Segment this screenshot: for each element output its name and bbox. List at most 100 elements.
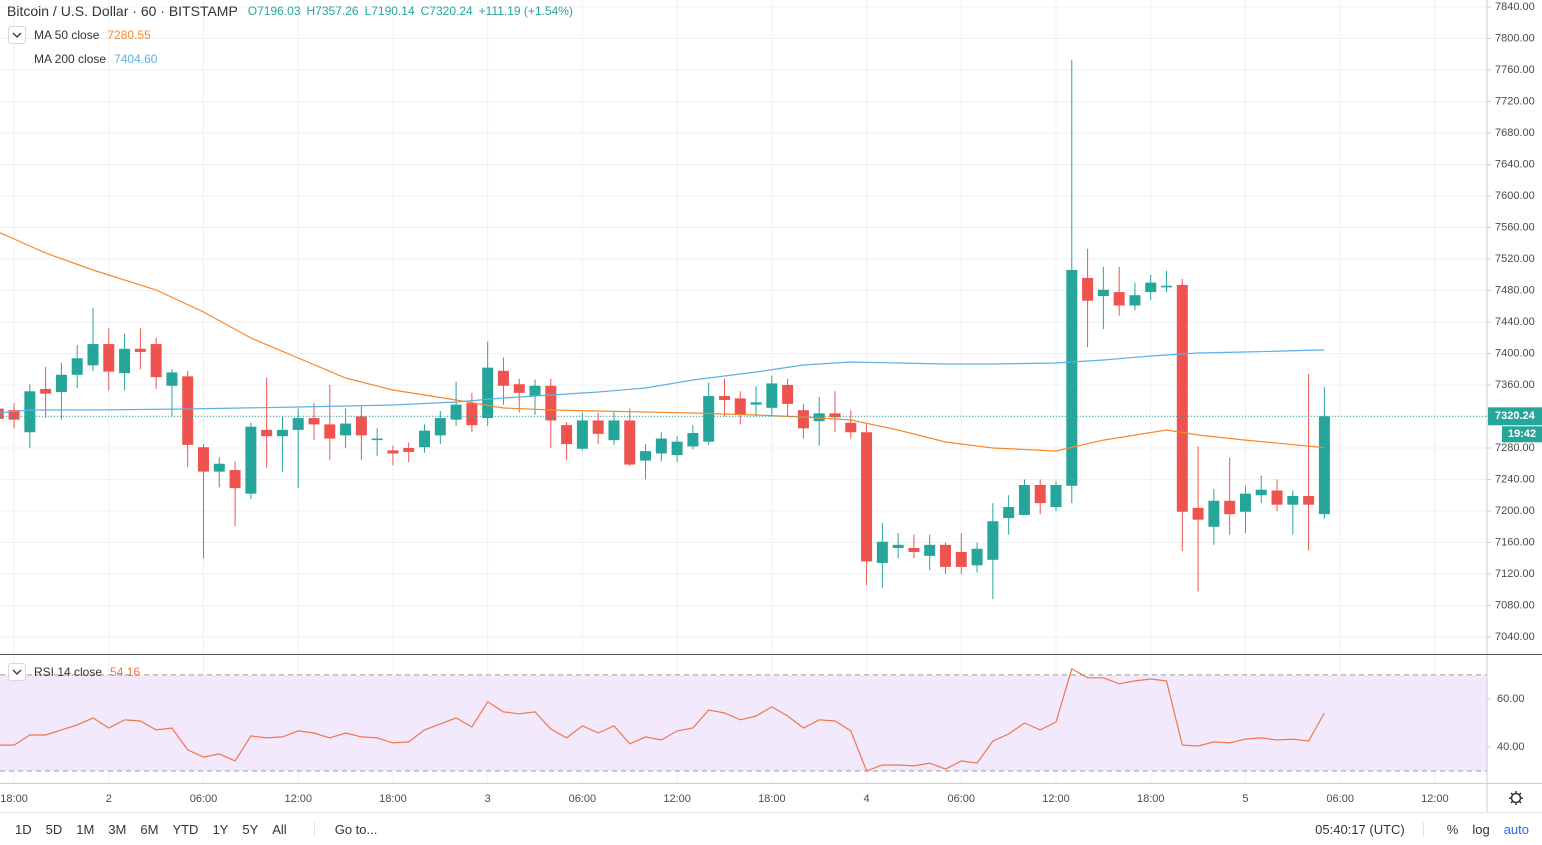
candle-body: [955, 551, 967, 567]
candle-body: [987, 521, 999, 560]
clock: 05:40:17 (UTC): [1315, 821, 1405, 837]
candle-body: [908, 548, 920, 552]
settings-icon[interactable]: [1509, 791, 1523, 805]
candle-body: [1303, 496, 1315, 505]
range-button[interactable]: YTD: [172, 821, 199, 837]
goto-button[interactable]: Go to...: [313, 821, 385, 837]
range-button[interactable]: 1M: [76, 821, 95, 837]
y-tick-label: 7760.00: [1495, 64, 1535, 76]
x-tick-label: 18:00: [758, 793, 786, 805]
candle-body: [166, 372, 178, 386]
candle-body: [308, 418, 320, 425]
moving-average-line: [0, 349, 1325, 414]
rsi-line: [0, 668, 1325, 772]
candle-body: [1003, 507, 1015, 519]
candle-body: [134, 348, 146, 352]
ma50-legend: MA 50 close 7280.55: [8, 25, 159, 45]
last-price-label: 7320.24: [1495, 410, 1536, 422]
countdown-label: 19:42: [1508, 428, 1536, 440]
grid: [0, 0, 1487, 783]
candle-body: [608, 420, 620, 441]
rsi-legend: RSI 14 close 54.16: [8, 662, 148, 682]
range-button[interactable]: 1Y: [212, 821, 229, 837]
candle-body: [8, 410, 20, 420]
scale-option[interactable]: log: [1472, 821, 1490, 837]
y-tick-label: 7600.00: [1495, 190, 1535, 202]
candle-body: [1176, 284, 1188, 512]
candle-body: [119, 348, 131, 374]
y-tick-label: 7120.00: [1495, 568, 1535, 580]
x-tick-label: 2: [106, 793, 112, 805]
moving-average-line: [0, 232, 1325, 452]
indicator-name: RSI 14 close: [34, 665, 103, 679]
x-tick-label: 5: [1242, 793, 1248, 805]
candle-body: [450, 404, 462, 420]
price-pane: [0, 59, 1487, 600]
candle-body: [671, 441, 683, 456]
range-button[interactable]: 3M: [108, 821, 127, 837]
axes: 18:00 2 06:00 12:00 18:00 3 06:00 12:00 18:00 4 06…: [0, 0, 1542, 812]
candle-body: [1066, 270, 1078, 486]
candle-body: [797, 410, 809, 429]
range-button[interactable]: 5D: [45, 821, 63, 837]
candle-body: [1192, 507, 1204, 520]
candle-body: [655, 438, 667, 454]
y-tick-label: 7200.00: [1495, 505, 1535, 517]
ohlc-value: C7320.24: [420, 4, 473, 18]
candle-body: [545, 385, 557, 421]
x-tick-label: 18:00: [1137, 793, 1165, 805]
collapse-button[interactable]: [8, 26, 26, 44]
candle-body: [576, 420, 588, 449]
candle-body: [482, 367, 494, 419]
candle-body: [529, 385, 541, 397]
x-tick-label: 3: [485, 793, 491, 805]
x-tick-label: 06:00: [1326, 793, 1354, 805]
y-tick-label: 7440.00: [1495, 316, 1535, 328]
candle-body: [324, 424, 336, 439]
candle-body: [1208, 500, 1220, 527]
range-button[interactable]: All: [272, 821, 287, 837]
y-tick-label: 7280.00: [1495, 442, 1535, 454]
range-button[interactable]: 5Y: [242, 821, 259, 837]
y-tick-label: 7520.00: [1495, 253, 1535, 265]
y-tick-label: 7160.00: [1495, 536, 1535, 548]
x-tick-label: 18:00: [0, 793, 28, 805]
candle-body: [829, 413, 841, 418]
y-tick-label: 7560.00: [1495, 221, 1535, 233]
candle-body: [387, 450, 399, 454]
x-tick-label: 12:00: [663, 793, 691, 805]
scale-option[interactable]: auto: [1503, 821, 1529, 837]
range-button[interactable]: 1D: [15, 821, 32, 837]
ma200-legend: MA 200 close 7404.60: [34, 49, 165, 69]
candle-body: [1034, 485, 1046, 504]
candle-body: [434, 418, 446, 436]
range-button[interactable]: 6M: [140, 821, 159, 837]
candle-body: [939, 544, 951, 567]
ohlc-value: H7357.26: [306, 4, 359, 18]
y-tick-label: 7360.00: [1495, 379, 1535, 391]
ohlc-value: +111.19 (+1.54%): [478, 4, 573, 18]
candle-body: [1145, 282, 1157, 293]
candle-body: [1113, 292, 1125, 306]
candle-body: [55, 374, 67, 393]
candle-body: [103, 344, 115, 372]
candle-body: [813, 413, 825, 422]
range-buttons: 1D 5D 1M 3M 6M YTD 1Y 5Y All: [8, 822, 294, 837]
candle-body: [24, 391, 36, 433]
candle-body: [1255, 489, 1267, 496]
candle-body: [371, 438, 383, 441]
candle-body: [640, 451, 652, 461]
symbol-title: Bitcoin / U.S. Dollar · 60 · BITSTAMP: [7, 3, 238, 19]
candle-body: [624, 420, 636, 465]
collapse-button[interactable]: [8, 663, 26, 681]
candle-body: [245, 426, 257, 494]
scale-option[interactable]: %: [1446, 821, 1459, 837]
candle-body: [750, 402, 762, 405]
candle-body: [1239, 493, 1251, 512]
y-tick-label: 7720.00: [1495, 95, 1535, 107]
x-tick-label: 12:00: [1421, 793, 1449, 805]
candle-body: [1287, 496, 1299, 505]
bottom-toolbar: 1D 5D 1M 3M 6M YTD 1Y 5Y All Go to... 05:40:17 (…: [0, 812, 1542, 845]
candle-body: [703, 396, 715, 442]
